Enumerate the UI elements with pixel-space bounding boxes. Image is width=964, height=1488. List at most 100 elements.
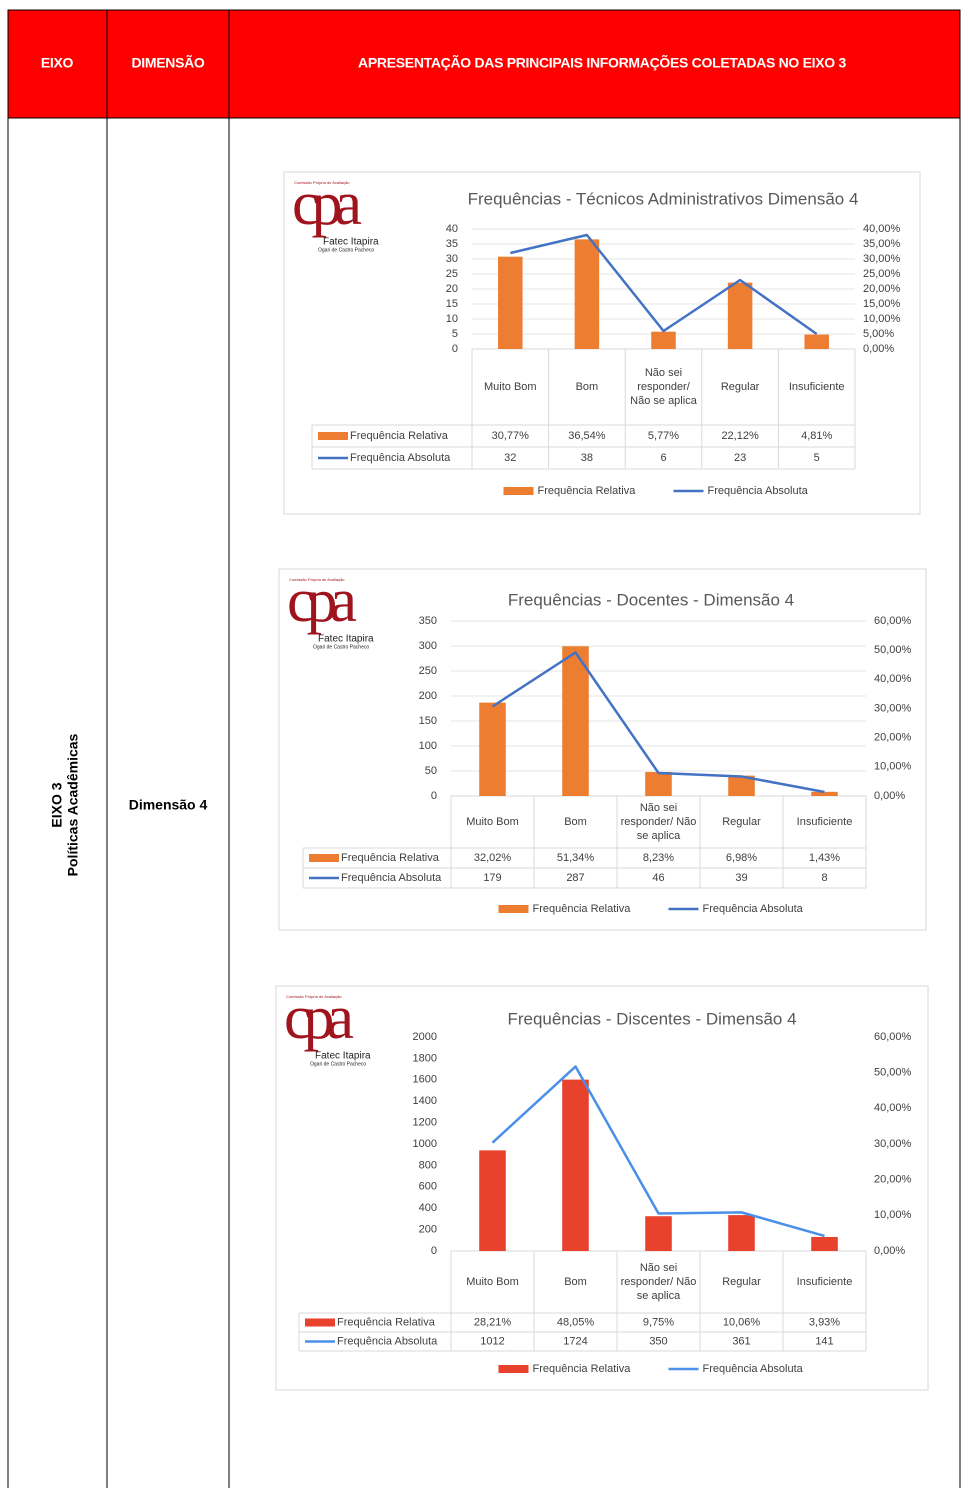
legend-key bbox=[305, 1318, 335, 1327]
line bbox=[491, 1065, 825, 1238]
category-cell: Regular bbox=[721, 381, 760, 393]
category-label: Insuficiente bbox=[788, 381, 845, 393]
table-value: 1,43% bbox=[809, 852, 840, 864]
category-label: Regular bbox=[722, 1276, 761, 1288]
y-tick-label: 5 bbox=[452, 328, 458, 340]
line bbox=[510, 233, 818, 336]
y-tick-label: 0 bbox=[452, 343, 458, 355]
chart-title: Frequências - Técnicos Administrativos D… bbox=[468, 189, 859, 208]
bar bbox=[498, 256, 523, 349]
table-value: 38 bbox=[581, 452, 593, 464]
logo-name: Fatec Itapira bbox=[318, 634, 374, 645]
y-tick-label: 800 bbox=[419, 1159, 437, 1171]
category-cell: Insuficiente bbox=[788, 381, 845, 393]
row-label: Frequência Absoluta bbox=[350, 452, 451, 464]
y-tick-label: 25 bbox=[446, 268, 458, 280]
category-cell: Insuficiente bbox=[796, 1276, 853, 1288]
y-tick-label: 200 bbox=[419, 690, 437, 702]
logo-mark: cpa bbox=[284, 984, 354, 1052]
category-label: Regular bbox=[722, 816, 761, 828]
table-value: 32,02% bbox=[474, 852, 512, 864]
table-body bbox=[7, 117, 961, 1488]
bar bbox=[804, 334, 829, 349]
legend-key bbox=[309, 854, 339, 862]
y2-tick-label: 20,00% bbox=[863, 283, 901, 295]
y2-tick-label: 5,00% bbox=[863, 328, 894, 340]
legend-key bbox=[498, 905, 529, 913]
row-label: Frequência Relativa bbox=[337, 1316, 436, 1328]
legend-label: Frequência Absoluta bbox=[703, 1363, 804, 1375]
legend-key bbox=[503, 487, 534, 495]
y2-tick-label: 20,00% bbox=[874, 1174, 912, 1186]
category-label: Bom bbox=[564, 1276, 587, 1288]
y-tick-label: 30 bbox=[446, 253, 458, 265]
category-label: Muito Bom bbox=[466, 1276, 519, 1288]
y-tick-label: 1400 bbox=[413, 1095, 437, 1107]
logo-name: Fatec Itapira bbox=[315, 1051, 371, 1062]
table-value: 350 bbox=[649, 1335, 667, 1347]
eixo-name: Políticas Acadêmicas bbox=[65, 733, 81, 876]
category-cell: Não sei responder/ Não se aplica bbox=[620, 802, 697, 842]
table-value: 8,23% bbox=[643, 852, 674, 864]
legend-label: Frequência Relativa bbox=[538, 485, 637, 497]
logo-caption: Comissão Própria de Avaliação bbox=[289, 577, 345, 582]
logo-subname: Ogari de Castro Pacheco bbox=[313, 644, 369, 650]
category-cell: Bom bbox=[575, 381, 599, 393]
y-tick-label: 150 bbox=[419, 715, 437, 727]
logo-mark: cpa bbox=[292, 170, 362, 238]
table-value: 22,12% bbox=[721, 430, 759, 442]
header-cell: DIMENSÃO bbox=[131, 54, 204, 71]
y2-tick-label: 60,00% bbox=[874, 615, 912, 627]
category-label: Insuficiente bbox=[796, 1276, 853, 1288]
table-value: 9,75% bbox=[643, 1316, 674, 1328]
y2-tick-label: 0,00% bbox=[874, 1245, 905, 1257]
y-tick-label: 100 bbox=[419, 740, 437, 752]
table-value: 23 bbox=[734, 452, 746, 464]
y-tick-label: 1000 bbox=[413, 1138, 437, 1150]
y2-tick-label: 10,00% bbox=[863, 313, 901, 325]
category-label: Não sei responder/ Não se aplica bbox=[620, 802, 697, 842]
table-value: 361 bbox=[732, 1335, 750, 1347]
table-value: 46 bbox=[652, 872, 664, 884]
y2-tick-label: 0,00% bbox=[863, 343, 894, 355]
y-tick-label: 600 bbox=[419, 1181, 437, 1193]
logo-subname: Ogari de Castro Pacheco bbox=[310, 1061, 366, 1067]
table-value: 5,77% bbox=[648, 430, 679, 442]
y-tick-label: 300 bbox=[419, 640, 437, 652]
y2-tick-label: 20,00% bbox=[874, 732, 912, 744]
category-label: Bom bbox=[564, 816, 587, 828]
y2-tick-label: 40,00% bbox=[874, 673, 912, 685]
category-label: Bom bbox=[575, 381, 599, 393]
table-value: 32 bbox=[504, 452, 516, 464]
legend-label: Frequência Relativa bbox=[533, 903, 632, 915]
legend-label: Frequência Absoluta bbox=[708, 485, 809, 497]
y2-tick-label: 15,00% bbox=[863, 298, 901, 310]
table-value: 6 bbox=[660, 452, 666, 464]
bar bbox=[651, 331, 676, 349]
table-value: 51,34% bbox=[557, 852, 595, 864]
table-value: 141 bbox=[815, 1335, 833, 1347]
y2-tick-label: 40,00% bbox=[863, 223, 901, 235]
eixo-cell: EIXO 3 Políticas Acadêmicas bbox=[49, 733, 81, 876]
y2-tick-label: 0,00% bbox=[874, 790, 905, 802]
y-tick-label: 15 bbox=[446, 298, 458, 310]
table-value: 3,93% bbox=[809, 1316, 840, 1328]
dimensao: Dimensão 4 bbox=[129, 797, 208, 813]
y2-tick-label: 50,00% bbox=[874, 1067, 912, 1079]
bar bbox=[479, 1150, 506, 1251]
header-cell: APRESENTAÇÃO DAS PRINCIPAIS INFORMAÇÕES … bbox=[358, 54, 846, 71]
y2-tick-label: 10,00% bbox=[874, 761, 912, 773]
chart-title: Frequências - Docentes - Dimensão 4 bbox=[508, 590, 794, 609]
category-label: Não sei responder/ Não se aplica bbox=[620, 1262, 697, 1302]
bar bbox=[811, 1236, 838, 1251]
bar bbox=[728, 775, 755, 796]
legend-key bbox=[498, 1365, 529, 1373]
category-cell: Regular bbox=[722, 1276, 761, 1288]
y-tick-label: 1200 bbox=[413, 1117, 437, 1129]
table-value: 36,54% bbox=[568, 430, 606, 442]
category-cell: Regular bbox=[722, 816, 761, 828]
y-tick-label: 0 bbox=[431, 790, 437, 802]
y-tick-label: 350 bbox=[419, 615, 437, 627]
table-value: 39 bbox=[735, 872, 747, 884]
